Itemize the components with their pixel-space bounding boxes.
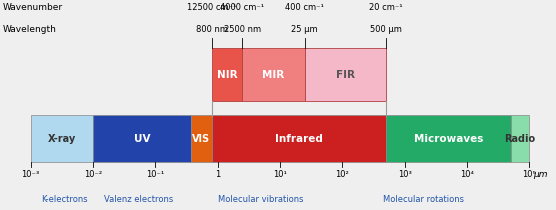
Text: 2500 nm: 2500 nm xyxy=(224,25,261,34)
Text: 10²: 10² xyxy=(335,170,349,179)
Text: μm: μm xyxy=(533,170,548,179)
Text: Molecular rotations: Molecular rotations xyxy=(383,195,464,204)
Text: 10⁵: 10⁵ xyxy=(523,170,536,179)
Bar xyxy=(510,116,529,162)
Text: 25 μm: 25 μm xyxy=(291,25,318,34)
Text: Radio: Radio xyxy=(504,134,535,144)
Text: 1: 1 xyxy=(215,170,220,179)
Text: MIR: MIR xyxy=(262,70,285,80)
Text: NIR: NIR xyxy=(217,70,237,80)
Text: Wavelength: Wavelength xyxy=(3,25,57,34)
Bar xyxy=(93,116,191,162)
Text: K-electrons: K-electrons xyxy=(41,195,88,204)
Text: UV: UV xyxy=(134,134,151,144)
Text: Molecular vibrations: Molecular vibrations xyxy=(219,195,304,204)
Bar xyxy=(242,48,305,101)
Text: Microwaves: Microwaves xyxy=(414,134,483,144)
Text: 800 nm: 800 nm xyxy=(196,25,227,34)
Bar xyxy=(31,116,93,162)
Text: 12500 cm⁻¹: 12500 cm⁻¹ xyxy=(187,3,236,12)
Bar xyxy=(191,116,212,162)
Text: 10⁻³: 10⁻³ xyxy=(22,170,39,179)
Text: 10⁴: 10⁴ xyxy=(460,170,474,179)
Text: 10⁻¹: 10⁻¹ xyxy=(146,170,165,179)
Text: 400 cm⁻¹: 400 cm⁻¹ xyxy=(285,3,324,12)
Bar xyxy=(305,48,386,101)
Text: 20 cm⁻¹: 20 cm⁻¹ xyxy=(369,3,403,12)
Text: Valenz electrons: Valenz electrons xyxy=(105,195,173,204)
Text: Wavenumber: Wavenumber xyxy=(3,3,63,12)
Text: VIS: VIS xyxy=(192,134,211,144)
Text: FIR: FIR xyxy=(336,70,355,80)
Text: Infrared: Infrared xyxy=(275,134,322,144)
Text: 10³: 10³ xyxy=(398,170,411,179)
Text: 4000 cm⁻¹: 4000 cm⁻¹ xyxy=(220,3,265,12)
Bar xyxy=(386,116,510,162)
Text: 500 μm: 500 μm xyxy=(370,25,402,34)
Text: X-ray: X-ray xyxy=(48,134,76,144)
Bar xyxy=(212,116,386,162)
Text: 10⁻²: 10⁻² xyxy=(84,170,102,179)
Bar xyxy=(212,48,242,101)
Text: 10¹: 10¹ xyxy=(273,170,287,179)
